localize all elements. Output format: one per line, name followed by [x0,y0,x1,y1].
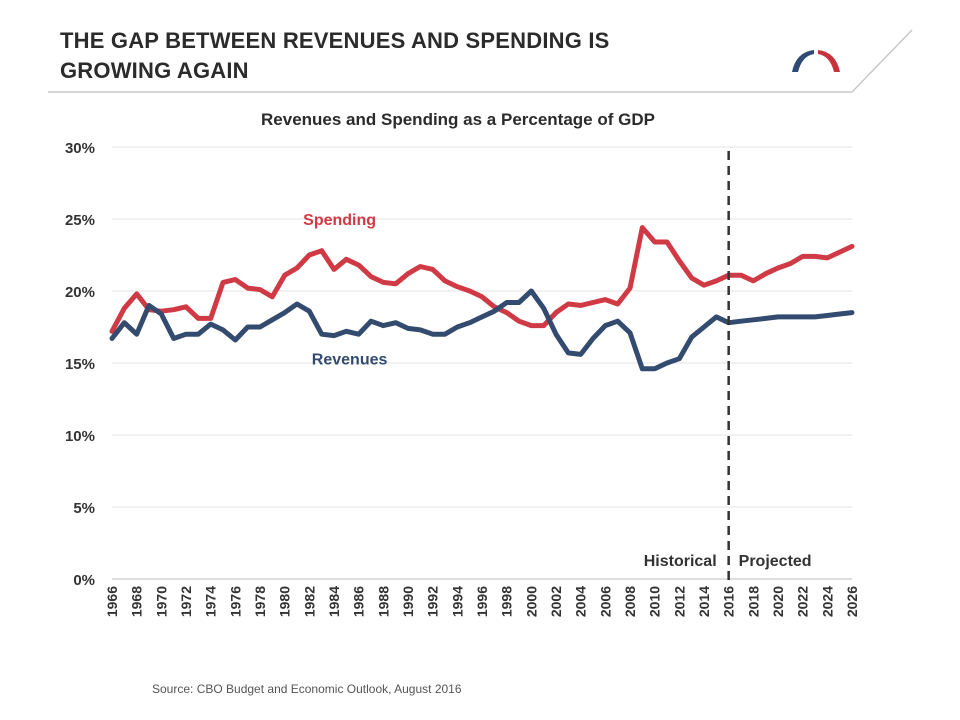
brand-logo-icon [792,50,840,72]
projected-label: Projected [739,553,812,570]
x-tick-label: 2012 [671,586,687,617]
slide-title-line-2: GROWING AGAIN [60,58,249,83]
x-tick-label: 2018 [745,586,761,617]
y-tick-label: 5% [73,500,95,517]
x-tick-label: 1998 [499,586,515,617]
x-tick-label: 1986 [351,586,367,617]
y-tick-label: 15% [65,356,95,373]
series-label-spending: Spending [303,212,376,229]
x-tick-label: 1992 [425,586,441,617]
logo-left-arc-icon [792,50,814,72]
line-chart: Revenues and Spending as a Percentage of… [65,110,860,617]
x-tick-label: 1982 [301,586,317,617]
x-tick-label: 2024 [819,586,835,617]
x-tick-label: 2020 [770,586,786,617]
x-tick-label: 2006 [597,586,613,617]
x-tick-label: 1990 [400,586,416,617]
x-tick-label: 1984 [326,586,342,617]
x-tick-label: 1968 [129,586,145,617]
x-tick-label: 2010 [647,586,663,617]
x-tick-label: 2022 [795,586,811,617]
x-tick-label: 2000 [523,586,539,617]
x-tick-label: 1996 [474,586,490,617]
x-tick-label: 1988 [375,586,391,617]
y-tick-label: 30% [65,140,95,157]
x-tick-label: 1974 [203,586,219,617]
x-tick-label: 1978 [252,586,268,617]
x-tick-label: 1994 [449,586,465,617]
x-tick-label: 1980 [277,586,293,617]
y-axis-ticks: 0% 5% 10% 15% 20% 25% 30% [65,140,95,589]
x-tick-label: 2014 [696,586,712,617]
series-line-revenues [109,288,855,372]
chart-title: Revenues and Spending as a Percentage of… [261,110,655,129]
slide-title: THE GAP BETWEEN REVENUES AND SPENDING IS… [60,26,740,86]
x-tick-label: 2008 [622,586,638,617]
x-tick-label: 2026 [844,586,860,617]
x-tick-label: 1970 [153,586,169,617]
y-tick-label: 10% [65,428,95,445]
x-tick-label: 2016 [721,586,737,617]
annotations: Spending Revenues Historical Projected [303,151,812,581]
x-tick-label: 1966 [104,586,120,617]
x-tick-label: 1976 [227,586,243,617]
historical-label: Historical [644,553,717,570]
y-tick-label: 0% [73,572,95,589]
x-tick-label: 1972 [178,586,194,617]
x-tick-label: 2002 [548,586,564,617]
x-tick-label: 2004 [573,586,589,617]
y-tick-label: 25% [65,212,95,229]
gridlines [112,146,852,580]
series-lines [109,225,855,372]
x-axis-ticks: 1966 1968 1970 1972 1974 1976 1978 1980 1982 1984… [104,586,860,617]
logo-right-arc-icon [818,50,840,72]
series-label-revenues: Revenues [312,351,388,368]
slide-title-line-1: THE GAP BETWEEN REVENUES AND SPENDING IS [60,28,610,53]
y-tick-label: 20% [65,284,95,301]
source-note: Source: CBO Budget and Economic Outlook,… [152,682,462,696]
